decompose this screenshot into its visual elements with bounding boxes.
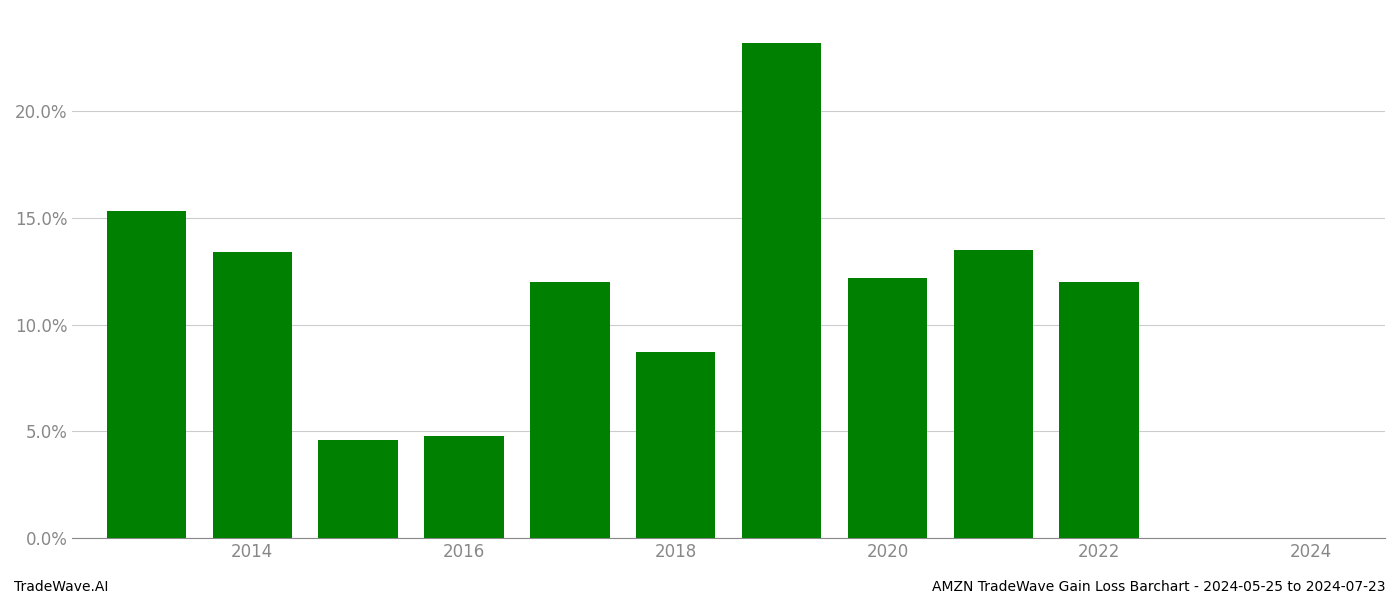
Bar <box>1060 282 1138 538</box>
Text: AMZN TradeWave Gain Loss Barchart - 2024-05-25 to 2024-07-23: AMZN TradeWave Gain Loss Barchart - 2024… <box>932 580 1386 594</box>
Bar <box>636 352 715 538</box>
Bar <box>213 252 293 538</box>
Text: TradeWave.AI: TradeWave.AI <box>14 580 108 594</box>
Bar <box>531 282 609 538</box>
Bar <box>848 278 927 538</box>
Bar <box>424 436 504 538</box>
Bar <box>106 211 186 538</box>
Bar <box>318 440 398 538</box>
Bar <box>742 43 822 538</box>
Bar <box>953 250 1033 538</box>
